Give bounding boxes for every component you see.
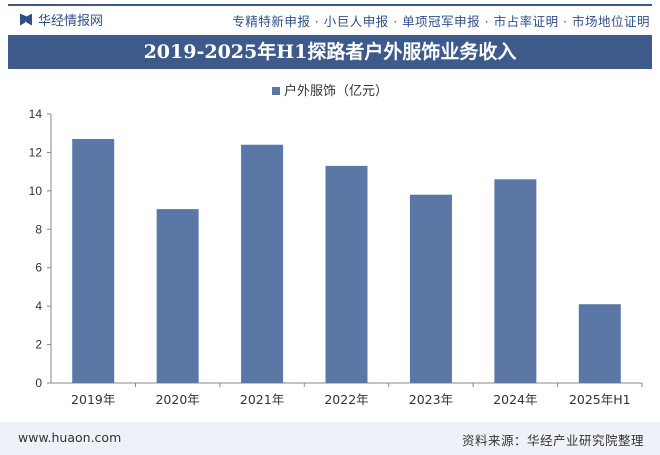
- bar-2019年: [72, 138, 115, 383]
- bar-2020年: [156, 209, 199, 383]
- y-tick-label: 12: [29, 145, 43, 159]
- chart-title: 2019-2025年H1探路者户外服饰业务收入: [8, 35, 652, 69]
- services-text: 专精特新申报 · 小巨人申报 · 单项冠军申报 · 市占率证明 · 市场地位证明: [232, 14, 650, 29]
- legend: 户外服饰（亿元）: [0, 80, 660, 99]
- bar-2021年: [241, 144, 284, 383]
- bar-chart: 0 2 4 6 8 10 12 14 2019年 2020年 2021年 2022年 2023年 2024…: [29, 107, 643, 407]
- brand: 华经情报网: [20, 10, 103, 29]
- y-tick-label: 8: [35, 222, 42, 236]
- y-tick-label: 0: [35, 376, 42, 390]
- y-tick-label: 6: [35, 261, 42, 275]
- bar-2023年: [409, 194, 452, 383]
- x-tick-label: 2023年: [409, 392, 453, 407]
- x-tick-label: 2022年: [324, 392, 368, 407]
- x-tick-label: 2021年: [240, 392, 284, 407]
- logo-icon: [20, 13, 32, 26]
- bar-2025年H1: [578, 304, 621, 383]
- x-tick-label: 2020年: [155, 392, 199, 407]
- y-tick-label: 14: [29, 107, 43, 121]
- x-tick-label: 2024年: [493, 392, 537, 407]
- website: www.huaon.com: [18, 430, 122, 445]
- y-tick-label: 10: [29, 184, 43, 198]
- bar-2022年: [325, 165, 368, 383]
- x-tick-label: 2025年H1: [569, 392, 631, 407]
- legend-label: 户外服饰（亿元）: [283, 84, 388, 99]
- footer-bar: [0, 422, 660, 455]
- legend-swatch: [271, 87, 280, 95]
- brand-name: 华经情报网: [38, 14, 104, 29]
- y-tick-label: 2: [35, 338, 42, 352]
- x-tick-label: 2019年: [71, 392, 115, 407]
- source-note: 资料来源：华经产业研究院整理: [461, 433, 644, 448]
- top-rule: [8, 4, 652, 6]
- bar-2024年: [494, 179, 537, 383]
- y-tick-label: 4: [35, 299, 42, 313]
